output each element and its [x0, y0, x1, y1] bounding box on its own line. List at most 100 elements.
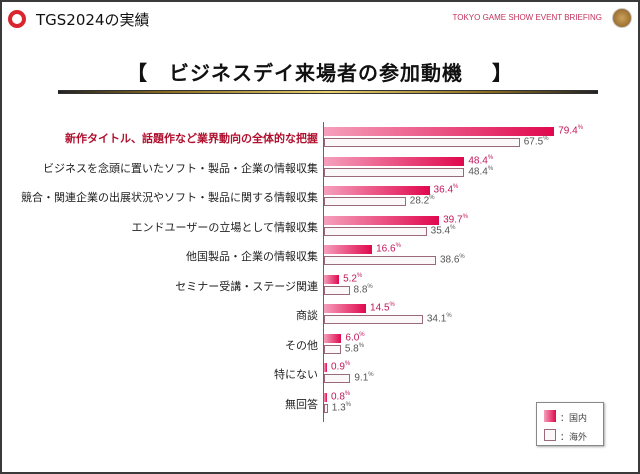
- legend-swatch-overseas: [544, 429, 556, 441]
- event-briefing-label: TOKYO GAME SHOW EVENT BRIEFING: [452, 13, 602, 22]
- value-number: 48.4: [468, 165, 488, 177]
- percent-unit: %: [367, 283, 373, 290]
- percent-unit: %: [358, 342, 365, 349]
- bar-overseas: [324, 374, 351, 383]
- percent-unit: %: [543, 136, 549, 142]
- category-label: セミナー受講・ステージ関連: [175, 279, 318, 293]
- value-label-overseas: 5.8%: [345, 343, 364, 354]
- value-label-domestic: 36.4%: [434, 184, 459, 195]
- bar-overseas: [324, 315, 423, 324]
- category-label: 無回答: [285, 397, 318, 411]
- value-label-overseas: 67.5%: [524, 136, 549, 147]
- gold-divider: [58, 90, 598, 94]
- value-number: 16.6: [376, 243, 396, 255]
- bar-overseas: [324, 197, 406, 206]
- chart-heading: 【 ビジネスデイ来場者の参加動機 】: [127, 61, 513, 85]
- bar-domestic: [324, 363, 327, 372]
- percent-unit: %: [446, 313, 452, 319]
- value-number: 79.4: [558, 125, 578, 137]
- category-label: 他国製品・企業の情報収集: [186, 250, 318, 263]
- value-label-domestic: 48.4%: [468, 155, 493, 166]
- value-label-overseas: 34.1%: [427, 313, 452, 324]
- category-label: エンドユーザーの立場として情報収集: [131, 220, 318, 234]
- percent-unit: %: [487, 165, 494, 172]
- value-number: 5.8: [344, 342, 359, 354]
- percent-unit: %: [453, 184, 459, 190]
- value-label-domestic: 16.6%: [376, 243, 401, 254]
- mascot-logo-icon: [8, 10, 26, 28]
- value-label-overseas: 9.1%: [354, 372, 373, 383]
- percent-unit: %: [344, 361, 351, 367]
- legend-label-overseas: ：海外: [560, 433, 588, 443]
- value-number: 36.4: [433, 184, 454, 196]
- legend-label-domestic: ：国内: [560, 414, 588, 424]
- category-label: 商談: [296, 309, 318, 322]
- value-number: 67.5: [523, 136, 544, 148]
- value-number: 34.1: [426, 313, 447, 325]
- value-label-domestic: 39.7%: [443, 214, 468, 225]
- percent-unit: %: [459, 254, 465, 260]
- value-number: 8.8: [353, 283, 368, 295]
- value-number: 38.6: [439, 254, 460, 266]
- slide-title: TGS2024の実績: [36, 11, 150, 29]
- percent-unit: %: [389, 302, 395, 308]
- value-label-domestic: 6.0%: [345, 332, 364, 343]
- value-number: 14.5: [370, 302, 390, 314]
- value-label-domestic: 0.8%: [331, 391, 350, 402]
- value-number: 48.4: [468, 154, 488, 166]
- bar-domestic: [324, 333, 342, 343]
- value-label-overseas: 1.3%: [332, 402, 351, 413]
- category-label: 新作タイトル、話題作など業界動向の全体的な把握: [65, 132, 318, 145]
- percent-unit: %: [450, 224, 456, 231]
- bar-domestic: [324, 274, 340, 284]
- value-number: 28.2: [409, 195, 430, 207]
- bar-overseas: [324, 256, 436, 265]
- percent-unit: %: [577, 125, 584, 131]
- bar-overseas: [324, 138, 520, 147]
- value-label-overseas: 8.8%: [354, 284, 373, 295]
- percent-unit: %: [487, 154, 494, 161]
- bar-domestic: [324, 245, 373, 254]
- value-label-domestic: 5.2%: [343, 273, 362, 284]
- category-label: その他: [285, 338, 318, 352]
- legend-swatch-domestic: [544, 410, 556, 422]
- value-label-domestic: 14.5%: [370, 302, 395, 313]
- percent-unit: %: [462, 213, 468, 220]
- seal-logo-icon: [612, 8, 632, 28]
- value-number: 5.2: [343, 272, 357, 284]
- legend: ：国内 ：海外: [536, 402, 604, 446]
- value-label-overseas: 48.4%: [468, 166, 493, 177]
- category-label: ビジネスを念頭に置いたソフト・製品・企業の情報収集: [43, 161, 318, 175]
- bar-domestic: [324, 304, 367, 313]
- percent-unit: %: [395, 243, 401, 249]
- y-axis-line: [323, 122, 324, 422]
- bar-domestic: [324, 186, 430, 195]
- value-number: 0.8: [331, 390, 345, 402]
- percent-unit: %: [345, 401, 352, 408]
- bar-overseas: [324, 403, 328, 413]
- value-number: 6.0: [345, 331, 360, 343]
- value-label-overseas: 38.6%: [440, 254, 465, 265]
- bar-overseas: [324, 344, 341, 354]
- value-number: 9.1: [354, 372, 369, 384]
- bar-domestic: [324, 392, 327, 402]
- value-label-overseas: 28.2%: [410, 195, 435, 206]
- percent-unit: %: [429, 195, 435, 201]
- category-label: 特にない: [274, 368, 318, 381]
- percent-unit: %: [344, 390, 351, 397]
- bar-domestic: [324, 215, 440, 225]
- value-number: 1.3: [331, 401, 346, 413]
- bar-domestic: [324, 127, 555, 136]
- category-label: 競合・関連企業の出展状況やソフト・製品に関する情報収集: [21, 191, 318, 204]
- percent-unit: %: [356, 272, 363, 279]
- bar-domestic: [324, 156, 465, 166]
- value-label-domestic: 0.9%: [331, 361, 350, 372]
- bar-overseas: [324, 226, 427, 236]
- value-label-overseas: 35.4%: [431, 225, 456, 236]
- percent-unit: %: [359, 331, 365, 338]
- bar-overseas: [324, 285, 350, 295]
- value-number: 35.4: [430, 224, 451, 236]
- percent-unit: %: [368, 372, 374, 378]
- value-number: 0.9: [331, 361, 345, 373]
